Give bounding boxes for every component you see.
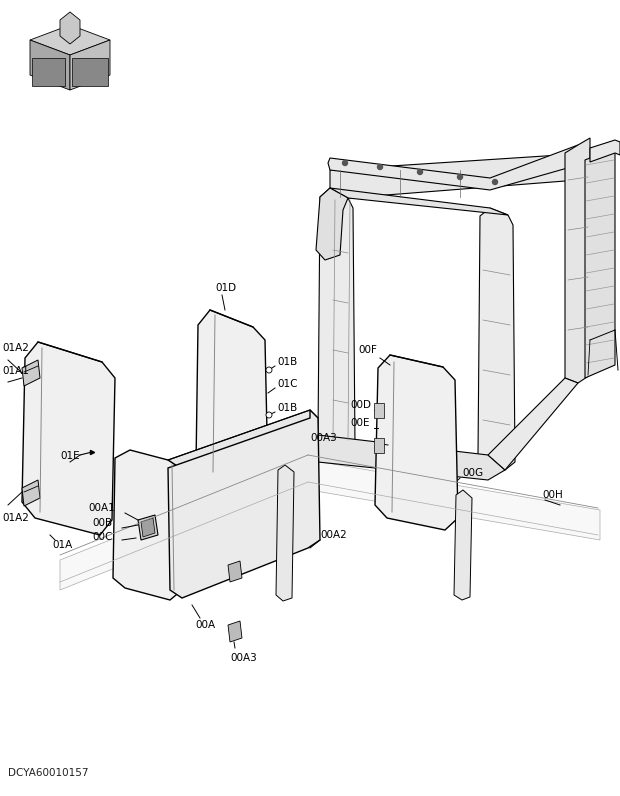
Text: 01A1: 01A1 xyxy=(2,366,29,376)
Text: 00G: 00G xyxy=(462,468,483,478)
Polygon shape xyxy=(138,515,158,540)
Polygon shape xyxy=(316,188,348,260)
Polygon shape xyxy=(30,40,70,90)
Text: 00D: 00D xyxy=(350,400,371,410)
Polygon shape xyxy=(565,138,590,383)
Polygon shape xyxy=(318,188,355,453)
Text: 00C: 00C xyxy=(92,532,112,542)
Text: 00A3: 00A3 xyxy=(310,433,337,443)
Polygon shape xyxy=(22,342,115,535)
Circle shape xyxy=(417,170,422,174)
Polygon shape xyxy=(330,188,508,215)
Polygon shape xyxy=(72,58,108,86)
Text: DCYA60010157: DCYA60010157 xyxy=(8,768,89,778)
Text: 01D: 01D xyxy=(215,283,236,293)
Polygon shape xyxy=(228,621,242,642)
Polygon shape xyxy=(196,310,268,490)
Polygon shape xyxy=(70,40,110,90)
Polygon shape xyxy=(32,58,65,86)
Polygon shape xyxy=(375,355,458,530)
Polygon shape xyxy=(330,155,578,198)
Polygon shape xyxy=(328,145,580,190)
Bar xyxy=(374,403,384,418)
Polygon shape xyxy=(60,460,600,590)
Circle shape xyxy=(492,180,497,185)
Text: 00A3: 00A3 xyxy=(230,653,257,663)
Polygon shape xyxy=(22,480,40,506)
Circle shape xyxy=(378,165,383,170)
Polygon shape xyxy=(168,410,320,598)
Text: 01A2: 01A2 xyxy=(2,513,29,523)
Text: 01B: 01B xyxy=(277,403,297,413)
Text: 01C: 01C xyxy=(277,379,298,389)
Text: 00H: 00H xyxy=(542,490,563,500)
Text: 00E: 00E xyxy=(350,418,370,428)
Polygon shape xyxy=(228,561,242,582)
Text: 01B: 01B xyxy=(277,357,297,367)
Polygon shape xyxy=(22,360,40,386)
Polygon shape xyxy=(113,450,182,600)
Polygon shape xyxy=(585,148,615,378)
Polygon shape xyxy=(60,12,80,44)
Polygon shape xyxy=(30,25,110,55)
Circle shape xyxy=(266,367,272,373)
Text: 01A2: 01A2 xyxy=(2,343,29,353)
Text: 00F: 00F xyxy=(358,345,377,355)
Polygon shape xyxy=(141,518,155,537)
Bar xyxy=(374,438,384,453)
Polygon shape xyxy=(590,140,620,162)
Polygon shape xyxy=(168,410,318,468)
Circle shape xyxy=(266,412,272,418)
Polygon shape xyxy=(308,435,505,480)
Circle shape xyxy=(342,161,347,166)
Polygon shape xyxy=(454,490,472,600)
Circle shape xyxy=(458,174,463,180)
Polygon shape xyxy=(276,465,294,601)
Polygon shape xyxy=(488,378,578,470)
Text: 01A: 01A xyxy=(52,540,73,550)
Text: 00A: 00A xyxy=(195,620,215,630)
Polygon shape xyxy=(478,208,515,470)
Text: 00B: 00B xyxy=(92,518,112,528)
Text: 00A1: 00A1 xyxy=(88,503,115,513)
Text: 00A2: 00A2 xyxy=(320,530,347,540)
Text: 01E: 01E xyxy=(60,451,79,461)
